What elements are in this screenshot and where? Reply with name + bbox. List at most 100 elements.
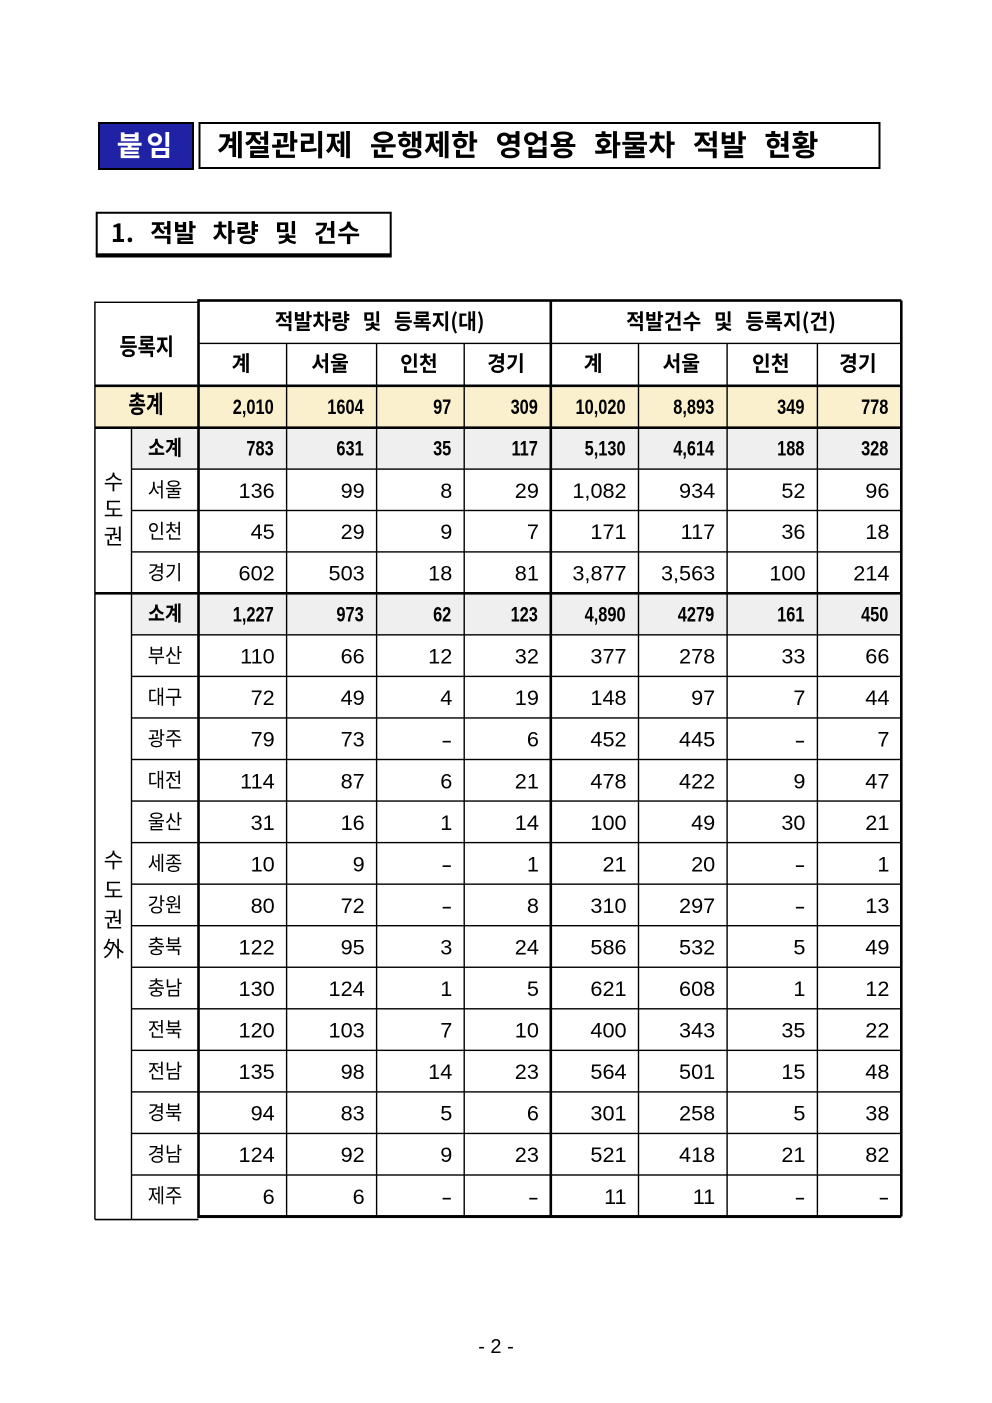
svg-text:278: 278 xyxy=(679,645,715,669)
svg-text:3,563: 3,563 xyxy=(661,562,715,586)
svg-text:7: 7 xyxy=(877,728,889,752)
svg-text:258: 258 xyxy=(679,1102,715,1126)
svg-text:4: 4 xyxy=(440,686,452,710)
svg-text:-: - xyxy=(441,1186,452,1209)
svg-text:377: 377 xyxy=(590,645,626,669)
svg-text:452: 452 xyxy=(590,728,626,752)
svg-text:1: 1 xyxy=(877,853,889,877)
svg-text:122: 122 xyxy=(239,936,275,960)
svg-text:13: 13 xyxy=(865,894,889,918)
svg-text:1: 1 xyxy=(440,977,452,1001)
svg-text:73: 73 xyxy=(341,728,365,752)
svg-text:-: - xyxy=(794,729,805,752)
svg-text:6: 6 xyxy=(353,1185,365,1209)
svg-text:80: 80 xyxy=(251,894,275,918)
svg-text:7: 7 xyxy=(793,686,805,710)
svg-text:100: 100 xyxy=(590,811,626,835)
svg-text:4,614: 4,614 xyxy=(673,437,714,460)
svg-text:66: 66 xyxy=(865,645,889,669)
svg-text:21: 21 xyxy=(865,811,889,835)
svg-text:778: 778 xyxy=(861,395,888,418)
svg-text:1: 1 xyxy=(440,811,452,835)
svg-text:9: 9 xyxy=(793,770,805,794)
svg-text:83: 83 xyxy=(341,1102,365,1126)
svg-text:450: 450 xyxy=(861,602,888,625)
svg-text:445: 445 xyxy=(679,728,715,752)
svg-text:349: 349 xyxy=(777,395,804,418)
svg-text:32: 32 xyxy=(515,645,539,669)
svg-text:36: 36 xyxy=(781,521,805,545)
svg-text:586: 586 xyxy=(590,936,626,960)
svg-text:-: - xyxy=(441,895,452,918)
svg-text:188: 188 xyxy=(777,437,804,460)
svg-text:97: 97 xyxy=(691,686,715,710)
svg-text:114: 114 xyxy=(240,770,275,794)
svg-text:96: 96 xyxy=(865,479,889,503)
svg-text:72: 72 xyxy=(251,686,275,710)
svg-text:9: 9 xyxy=(353,853,365,877)
svg-text:18: 18 xyxy=(428,562,452,586)
svg-text:2,010: 2,010 xyxy=(233,395,274,418)
svg-text:9: 9 xyxy=(440,521,452,545)
svg-text:5: 5 xyxy=(793,1102,805,1126)
svg-text:10,020: 10,020 xyxy=(576,395,626,418)
svg-text:15: 15 xyxy=(781,1060,805,1084)
svg-text:7: 7 xyxy=(527,521,539,545)
svg-text:31: 31 xyxy=(251,811,275,835)
svg-text:135: 135 xyxy=(239,1060,275,1084)
svg-text:21: 21 xyxy=(515,770,539,794)
svg-text:94: 94 xyxy=(251,1102,275,1126)
svg-text:1604: 1604 xyxy=(327,395,364,418)
svg-text:23: 23 xyxy=(515,1144,539,1168)
svg-text:5: 5 xyxy=(527,977,539,1001)
svg-text:66: 66 xyxy=(341,645,365,669)
svg-text:4,890: 4,890 xyxy=(585,602,626,625)
svg-text:343: 343 xyxy=(679,1019,715,1043)
svg-text:92: 92 xyxy=(341,1144,365,1168)
svg-text:297: 297 xyxy=(679,894,715,918)
svg-text:20: 20 xyxy=(691,853,715,877)
svg-text:98: 98 xyxy=(341,1060,365,1084)
svg-text:503: 503 xyxy=(329,562,365,586)
svg-text:934: 934 xyxy=(679,479,715,503)
svg-text:47: 47 xyxy=(865,770,889,794)
svg-text:171: 171 xyxy=(590,521,626,545)
svg-text:49: 49 xyxy=(691,811,715,835)
svg-text:-: - xyxy=(794,853,805,876)
svg-text:5,130: 5,130 xyxy=(585,437,626,460)
svg-text:29: 29 xyxy=(341,521,365,545)
svg-text:631: 631 xyxy=(336,437,363,460)
svg-text:123: 123 xyxy=(511,602,538,625)
svg-text:532: 532 xyxy=(679,936,715,960)
svg-text:418: 418 xyxy=(679,1144,715,1168)
svg-text:120: 120 xyxy=(239,1019,275,1043)
svg-text:1: 1 xyxy=(793,977,805,1001)
svg-text:19: 19 xyxy=(515,686,539,710)
svg-text:124: 124 xyxy=(329,977,365,1001)
svg-text:478: 478 xyxy=(590,770,626,794)
svg-text:130: 130 xyxy=(239,977,275,1001)
svg-text:4279: 4279 xyxy=(678,602,714,625)
svg-text:-: - xyxy=(794,1186,805,1209)
svg-text:52: 52 xyxy=(781,479,805,503)
svg-text:9: 9 xyxy=(440,1144,452,1168)
svg-text:6: 6 xyxy=(527,728,539,752)
svg-text:136: 136 xyxy=(239,479,275,503)
svg-text:12: 12 xyxy=(428,645,452,669)
svg-text:3,877: 3,877 xyxy=(572,562,626,586)
svg-text:422: 422 xyxy=(679,770,715,794)
svg-text:310: 310 xyxy=(590,894,626,918)
svg-text:1: 1 xyxy=(527,853,539,877)
svg-text:87: 87 xyxy=(341,770,365,794)
svg-text:328: 328 xyxy=(861,437,888,460)
svg-text:16: 16 xyxy=(341,811,365,835)
svg-text:973: 973 xyxy=(336,602,363,625)
svg-text:45: 45 xyxy=(251,521,275,545)
svg-text:21: 21 xyxy=(781,1144,805,1168)
svg-text:11: 11 xyxy=(693,1185,715,1209)
svg-text:33: 33 xyxy=(781,645,805,669)
svg-text:501: 501 xyxy=(679,1060,715,1084)
svg-text:124: 124 xyxy=(239,1144,275,1168)
svg-text:8,893: 8,893 xyxy=(673,395,714,418)
svg-text:5: 5 xyxy=(793,936,805,960)
